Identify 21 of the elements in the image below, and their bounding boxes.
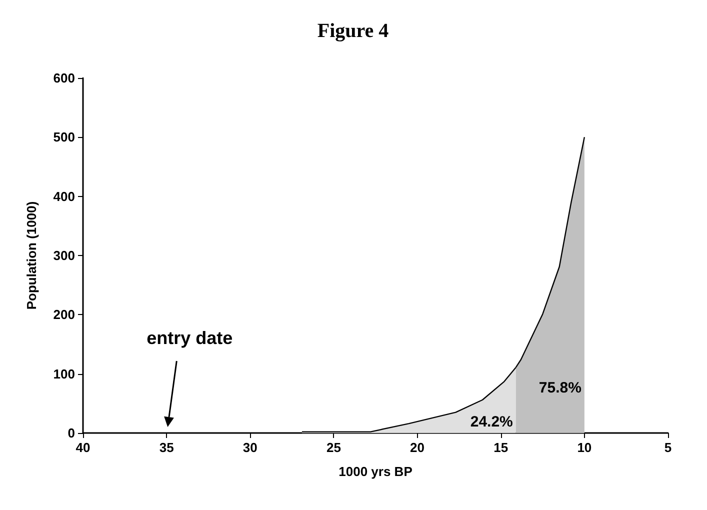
x-tick-label: 40 [76,440,90,455]
y-tick-label: 500 [53,130,75,145]
y-tick-label: 400 [53,188,75,204]
annotation: 24.2% [470,414,513,430]
y-tick-label: 100 [53,366,75,382]
x-axis-title: 1000 yrs BP [338,464,413,479]
x-tick-label: 20 [410,440,425,455]
y-tick-label: 300 [53,248,75,263]
x-tick-label: 35 [159,440,174,455]
x-tick-label: 15 [494,440,508,455]
chart-title: Figure 4 [317,20,389,42]
x-tick-label: 25 [326,440,341,455]
x-tick-label: 10 [577,440,592,455]
x-tick-label: 30 [242,440,258,455]
y-axis-title: Population (1000) [24,201,39,310]
y-tick-label: 0 [68,426,75,440]
x-tick-label: 5 [664,440,672,455]
y-tick-label: 600 [53,70,75,86]
annotation: 75.8% [538,380,582,396]
annotation: entry date [146,328,233,348]
y-tick-label: 200 [53,307,75,322]
